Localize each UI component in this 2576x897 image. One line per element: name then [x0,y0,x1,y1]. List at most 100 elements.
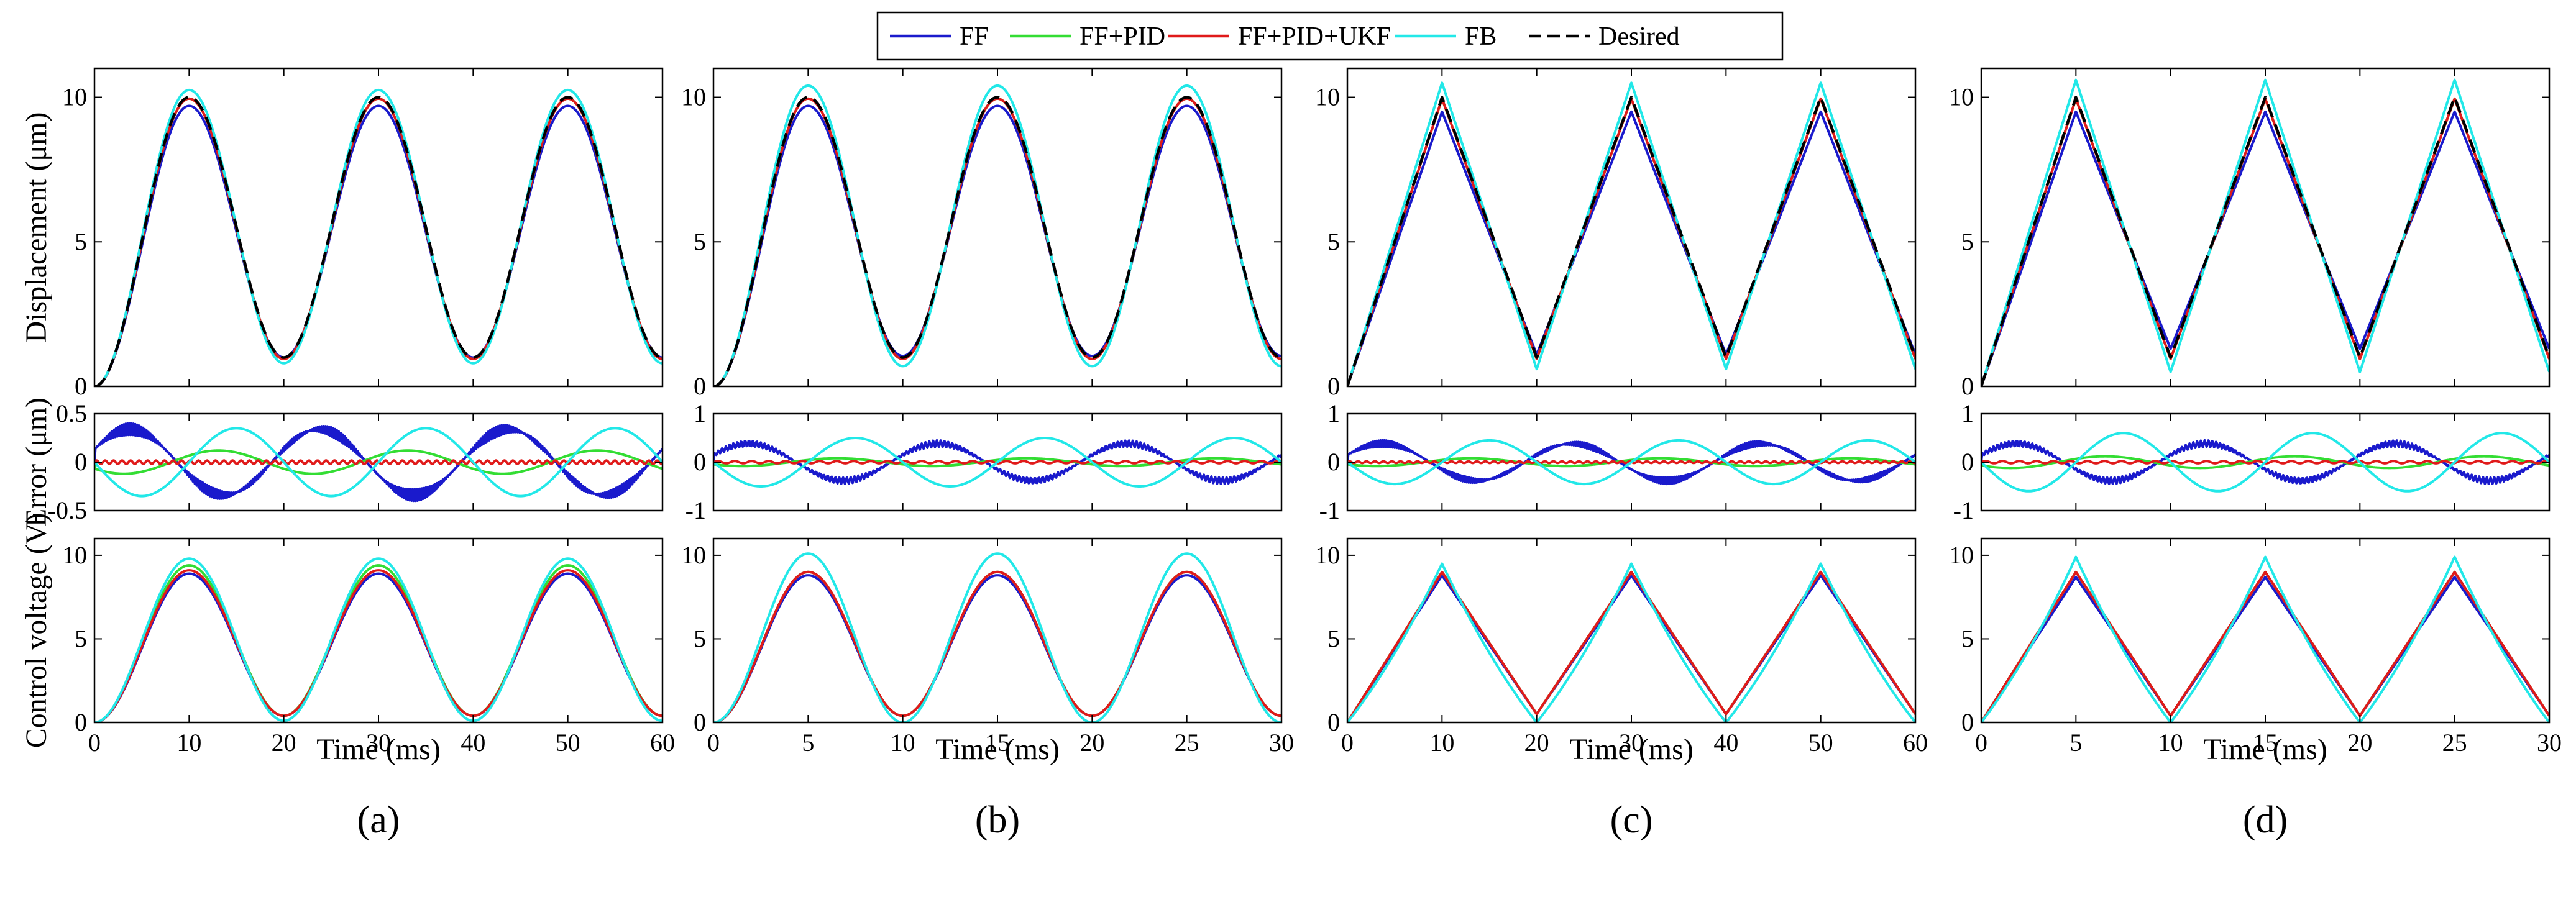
y-tick-label: 0 [1961,372,1974,400]
series-line-desired [1981,96,2549,386]
series-line-ff [1981,110,2549,386]
subplot-a-1: 0 5 10 Displacement (μm) [20,67,664,400]
series-line-fb [713,552,1281,722]
series-line-ff-pid-ukf [1981,570,2549,722]
y-tick-label: -1 [1953,496,1974,524]
x-tick-label: 60 [650,729,675,757]
series-line-fb [1981,78,2549,386]
x-tick-label: 30 [2537,729,2562,757]
x-tick-label: 10 [891,729,915,757]
series-line-ff-pid-ukf [94,97,662,386]
x-tick-label: 30 [1269,729,1294,757]
legend-item-ff-pid-ukf: FF+PID+UKF [1168,22,1391,51]
series-line-ff-pid [1347,457,1915,468]
series-line-fb [94,557,662,722]
y-tick-label: 10 [1315,83,1340,111]
series-line-ff [713,439,1281,485]
axes-box [1980,67,2551,388]
panel-label: (b) [975,799,1020,841]
legend-item-ff: FF [890,22,989,51]
series-line-ff-pid [94,564,662,722]
axes-box [712,537,1283,724]
x-axis-title: Time (ms) [2203,733,2327,766]
series-group [1347,562,1915,722]
series-group [713,437,1281,488]
y-axis-title: Error (μm) [20,398,53,527]
legend-label: FF+PID+UKF [1238,22,1391,51]
series-line-ff [713,574,1281,722]
series-line-ff-pid [1981,570,2549,722]
y-tick-label: 0 [75,372,87,400]
subplot-d-1: 0 5 10 [1949,67,2551,400]
subplot-d-2: 1 0 -1 [1953,399,2551,524]
axes-box [712,67,1283,388]
x-tick-label: 40 [461,729,485,757]
y-tick-label: 0 [694,448,706,476]
series-line-ff-pid [94,449,662,475]
series-line-ff [1347,439,1915,486]
y-tick-label: 0 [1327,448,1340,476]
y-tick-label: 5 [75,227,87,255]
y-tick-label: 10 [62,83,87,111]
legend-item-fb: FB [1395,22,1497,51]
series-line-ff-pid-ukf [713,97,1281,386]
subplot-c-1: 0 5 10 [1315,67,1917,400]
x-tick-label: 0 [1975,729,1987,757]
x-tick-label: 20 [272,729,296,757]
y-axis-title: Control voltage (V) [20,513,53,749]
series-line-ff-pid [713,570,1281,722]
y-tick-label: 5 [1961,227,1974,255]
series-group [1981,555,2549,722]
x-tick-label: 20 [1079,729,1104,757]
series-line-fb [1347,439,1915,486]
y-tick-label: 0 [75,708,87,736]
x-tick-label: 25 [1175,729,1199,757]
series-group [94,88,662,386]
series-line-fb [1347,562,1915,722]
series-line-fb [1981,555,2549,722]
panel-label: (c) [1610,799,1653,841]
y-axis-title: Displacement (μm) [20,112,53,343]
panel-label: (d) [2243,799,2288,841]
y-tick-label: 1 [694,399,706,427]
panel-label: (a) [357,799,400,841]
series-line-fb [713,437,1281,488]
series-line-ff-pid [94,97,662,386]
series-group [713,84,1281,386]
series-line-ff-pid-ukf [1347,570,1915,722]
y-tick-label: 5 [694,227,706,255]
subplot-c-2: 1 0 -1 [1319,399,1917,524]
series-group [713,552,1281,722]
series-line-ff [1981,439,2549,485]
series-line-ff-pid [713,457,1281,468]
series-line-ff [94,572,662,722]
series-line-ff [1347,110,1915,386]
series-line-ff-pid-ukf [713,570,1281,722]
x-tick-label: 50 [1808,729,1833,757]
series-line-ff [1981,575,2549,722]
y-tick-label: 1 [1961,399,1974,427]
subplot-a-3: 0 5 10 0 10 20 30 40 50 60 Control voltage (V) [20,513,675,757]
x-tick-label: 0 [707,729,720,757]
x-axis-title: Time (ms) [935,733,1060,766]
x-tick-label: 10 [176,729,201,757]
axes-box [93,67,664,388]
series-line-fb [1347,81,1915,386]
series-line-desired [1347,96,1915,386]
series-line-desired [94,96,662,386]
y-tick-label: 0 [694,372,706,400]
legend-label: FB [1465,22,1497,51]
y-tick-label: -0.5 [48,496,87,524]
y-tick-label: 5 [1327,624,1340,652]
y-tick-label: 0 [1961,708,1974,736]
subplot-b-2: 1 0 -1 [685,399,1283,524]
y-tick-label: 5 [75,624,87,652]
y-tick-label: 10 [681,541,706,569]
y-tick-label: 10 [1949,541,1974,569]
y-tick-label: 5 [694,624,706,652]
y-tick-label: 0 [1327,372,1340,400]
series-group [94,557,662,722]
